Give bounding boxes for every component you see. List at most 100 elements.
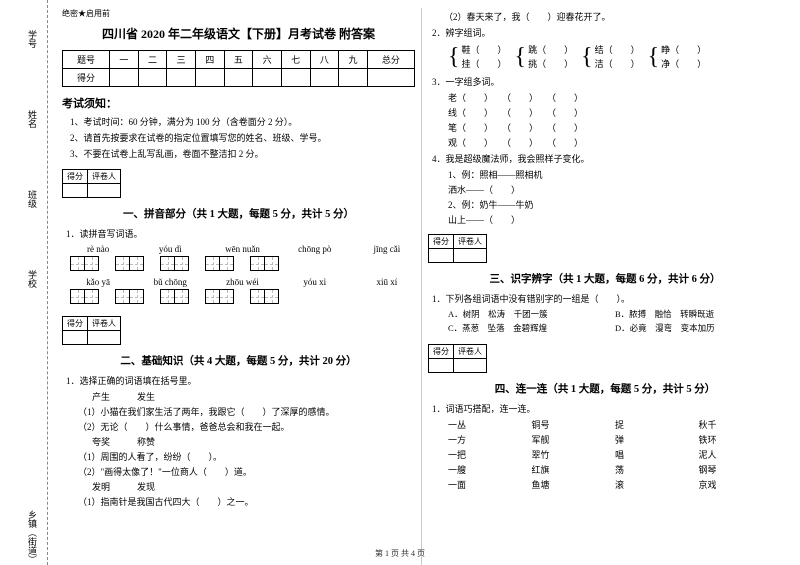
- multi-row: 观（ ） （ ） （ ）: [448, 136, 782, 149]
- word-opt: 发明: [92, 482, 110, 492]
- th: 总分: [367, 51, 414, 69]
- multi-row: 老（ ） （ ） （ ）: [448, 91, 782, 104]
- pinyin: bǔ chōng: [142, 277, 198, 287]
- q-stem: 1．下列各组词语中没有错别字的一组是（ ）。: [432, 292, 782, 305]
- pinyin: jīng cǎi: [359, 244, 415, 254]
- match-cell: 一把: [448, 448, 532, 461]
- match-cell: 京戏: [699, 478, 783, 491]
- binding-label: 姓名: [26, 110, 39, 128]
- th: 三: [167, 51, 196, 69]
- brace-icon: {: [648, 43, 660, 71]
- match-cell: 一艘: [448, 463, 532, 476]
- brace-item: 睁（ ）: [661, 43, 706, 57]
- score-box: 得分评卷人: [62, 169, 121, 198]
- th: 五: [224, 51, 253, 69]
- q-stem: 3．一字组多词。: [432, 75, 782, 88]
- brace-icon: {: [448, 43, 460, 71]
- notice-item: 1、考试时间：60 分钟，满分为 100 分（含卷面分 2 分）。: [70, 115, 415, 128]
- binding-label: 学号: [26, 30, 39, 48]
- match-cell: 钢琴: [699, 463, 783, 476]
- score-box: 得分评卷人: [62, 316, 121, 345]
- match-cell: 唱: [615, 448, 699, 461]
- score-box: 得分评卷人: [428, 234, 487, 263]
- options: A．树阴 松涛 千团一簇 B．脓搏 融恰 转瞬既逝 C．蒸葱 坠落 金碧辉煌 D…: [448, 308, 782, 336]
- section-1-heading: 一、拼音部分（共 1 大题，每题 5 分，共计 5 分）: [62, 206, 415, 221]
- pinyin-row: kǎo yā bǔ chōng zhōu wéi yóu xì xiū xí: [70, 277, 415, 287]
- match-cell: 捉: [615, 418, 699, 431]
- example: 1、例：照相——照相机: [448, 168, 782, 181]
- notice-heading: 考试须知：: [62, 95, 415, 111]
- scorebox-label: 评卷人: [454, 345, 487, 359]
- scorebox-label: 评卷人: [88, 317, 121, 331]
- q-line: （1）指南针是我国古代四大（ ）之一。: [78, 495, 415, 508]
- th: 九: [339, 51, 368, 69]
- brace-item: 跳（ ）: [528, 43, 573, 57]
- match-cell: 秋千: [699, 418, 783, 431]
- word-opt: 称赞: [137, 437, 155, 447]
- q-line: （2）春天来了，我（ ）迎春花开了。: [444, 10, 782, 23]
- q-line: （2）"画得太像了！"一位商人（ ）道。: [78, 465, 415, 478]
- section-3-heading: 三、识字辨字（共 1 大题，每题 6 分，共计 6 分）: [428, 271, 782, 286]
- notice-item: 3、不要在试卷上乱写乱画，卷面不整洁扣 2 分。: [70, 147, 415, 160]
- word-opt: 发生: [137, 392, 155, 402]
- tianzige-row: [70, 289, 415, 304]
- q1-stem: 1．读拼音写词语。: [66, 227, 415, 240]
- brace-item: 结（ ）: [595, 43, 640, 57]
- th: 八: [310, 51, 339, 69]
- brace-item: 净（ ）: [661, 57, 706, 71]
- pinyin: yóu xì: [287, 277, 343, 287]
- match-cell: 一丛: [448, 418, 532, 431]
- word-opt: 产生: [92, 392, 110, 402]
- q-line: （2）无论（ ）什么事情，爸爸总会和我在一起。: [78, 420, 415, 433]
- scorebox-label: 得分: [429, 235, 454, 249]
- q-stem: 4．我是超级魔法师，我会照样子变化。: [432, 152, 782, 165]
- th: 一: [110, 51, 139, 69]
- match-cell: 弹: [615, 433, 699, 446]
- word-opt: 夸奖: [92, 437, 110, 447]
- q-line: 洒水——（ ）: [448, 183, 782, 196]
- brace-item: 挑（ ）: [528, 57, 573, 71]
- brace-item: 挂（ ）: [462, 57, 507, 71]
- brace-item: 鞋（ ）: [462, 43, 507, 57]
- page-footer: 第 1 页 共 4 页: [0, 548, 800, 559]
- match-cell: 翠竹: [532, 448, 616, 461]
- match-cell: 铜号: [532, 418, 616, 431]
- option: D．必竟 漫弯 变本加历: [615, 322, 782, 334]
- multi-row: 线（ ） （ ） （ ）: [448, 106, 782, 119]
- match-cell: 荡: [615, 463, 699, 476]
- brace-icon: {: [581, 43, 593, 71]
- example: 2、例：奶牛——牛奶: [448, 198, 782, 211]
- pinyin: chōng pò: [287, 244, 343, 254]
- pinyin: rè nào: [70, 244, 126, 254]
- option: B．脓搏 融恰 转瞬既逝: [615, 308, 782, 320]
- tianzige-row: [70, 256, 415, 271]
- score-box: 得分评卷人: [428, 344, 487, 373]
- binding-label: 学校: [26, 270, 39, 288]
- th: 七: [281, 51, 310, 69]
- left-column: 绝密★启用前 四川省 2020 年二年级语文【下册】月考试卷 附答案 题号 一 …: [56, 8, 422, 565]
- pinyin: kǎo yā: [70, 277, 126, 287]
- th: 二: [138, 51, 167, 69]
- score-table: 题号 一 二 三 四 五 六 七 八 九 总分 得分: [62, 50, 415, 87]
- th: 题号: [63, 51, 110, 69]
- match-cell: 鱼塘: [532, 478, 616, 491]
- scorebox-label: 评卷人: [88, 170, 121, 184]
- q-stem: 1．词语巧搭配，连一连。: [432, 402, 782, 415]
- secret-mark: 绝密★启用前: [62, 8, 415, 19]
- match-cell: 滚: [615, 478, 699, 491]
- row-label: 得分: [63, 69, 110, 87]
- scorebox-label: 评卷人: [454, 235, 487, 249]
- match-cell: 铁环: [699, 433, 783, 446]
- word-opt: 发现: [137, 482, 155, 492]
- brace-item: 洁（ ）: [595, 57, 640, 71]
- q-line: （1）周围的人看了，纷纷（ ）。: [78, 450, 415, 463]
- pinyin: yóu dì: [142, 244, 198, 254]
- pinyin-row: rè nào yóu dì wēn nuǎn chōng pò jīng cǎi: [70, 244, 415, 254]
- scorebox-label: 得分: [429, 345, 454, 359]
- option: A．树阴 松涛 千团一簇: [448, 308, 615, 320]
- th: 四: [195, 51, 224, 69]
- q-line: （1）小猫在我们家生活了两年，我跟它（ ）了深厚的感情。: [78, 405, 415, 418]
- scorebox-label: 得分: [63, 317, 88, 331]
- match-cell: 一方: [448, 433, 532, 446]
- section-4-heading: 四、连一连（共 1 大题，每题 5 分，共计 5 分）: [428, 381, 782, 396]
